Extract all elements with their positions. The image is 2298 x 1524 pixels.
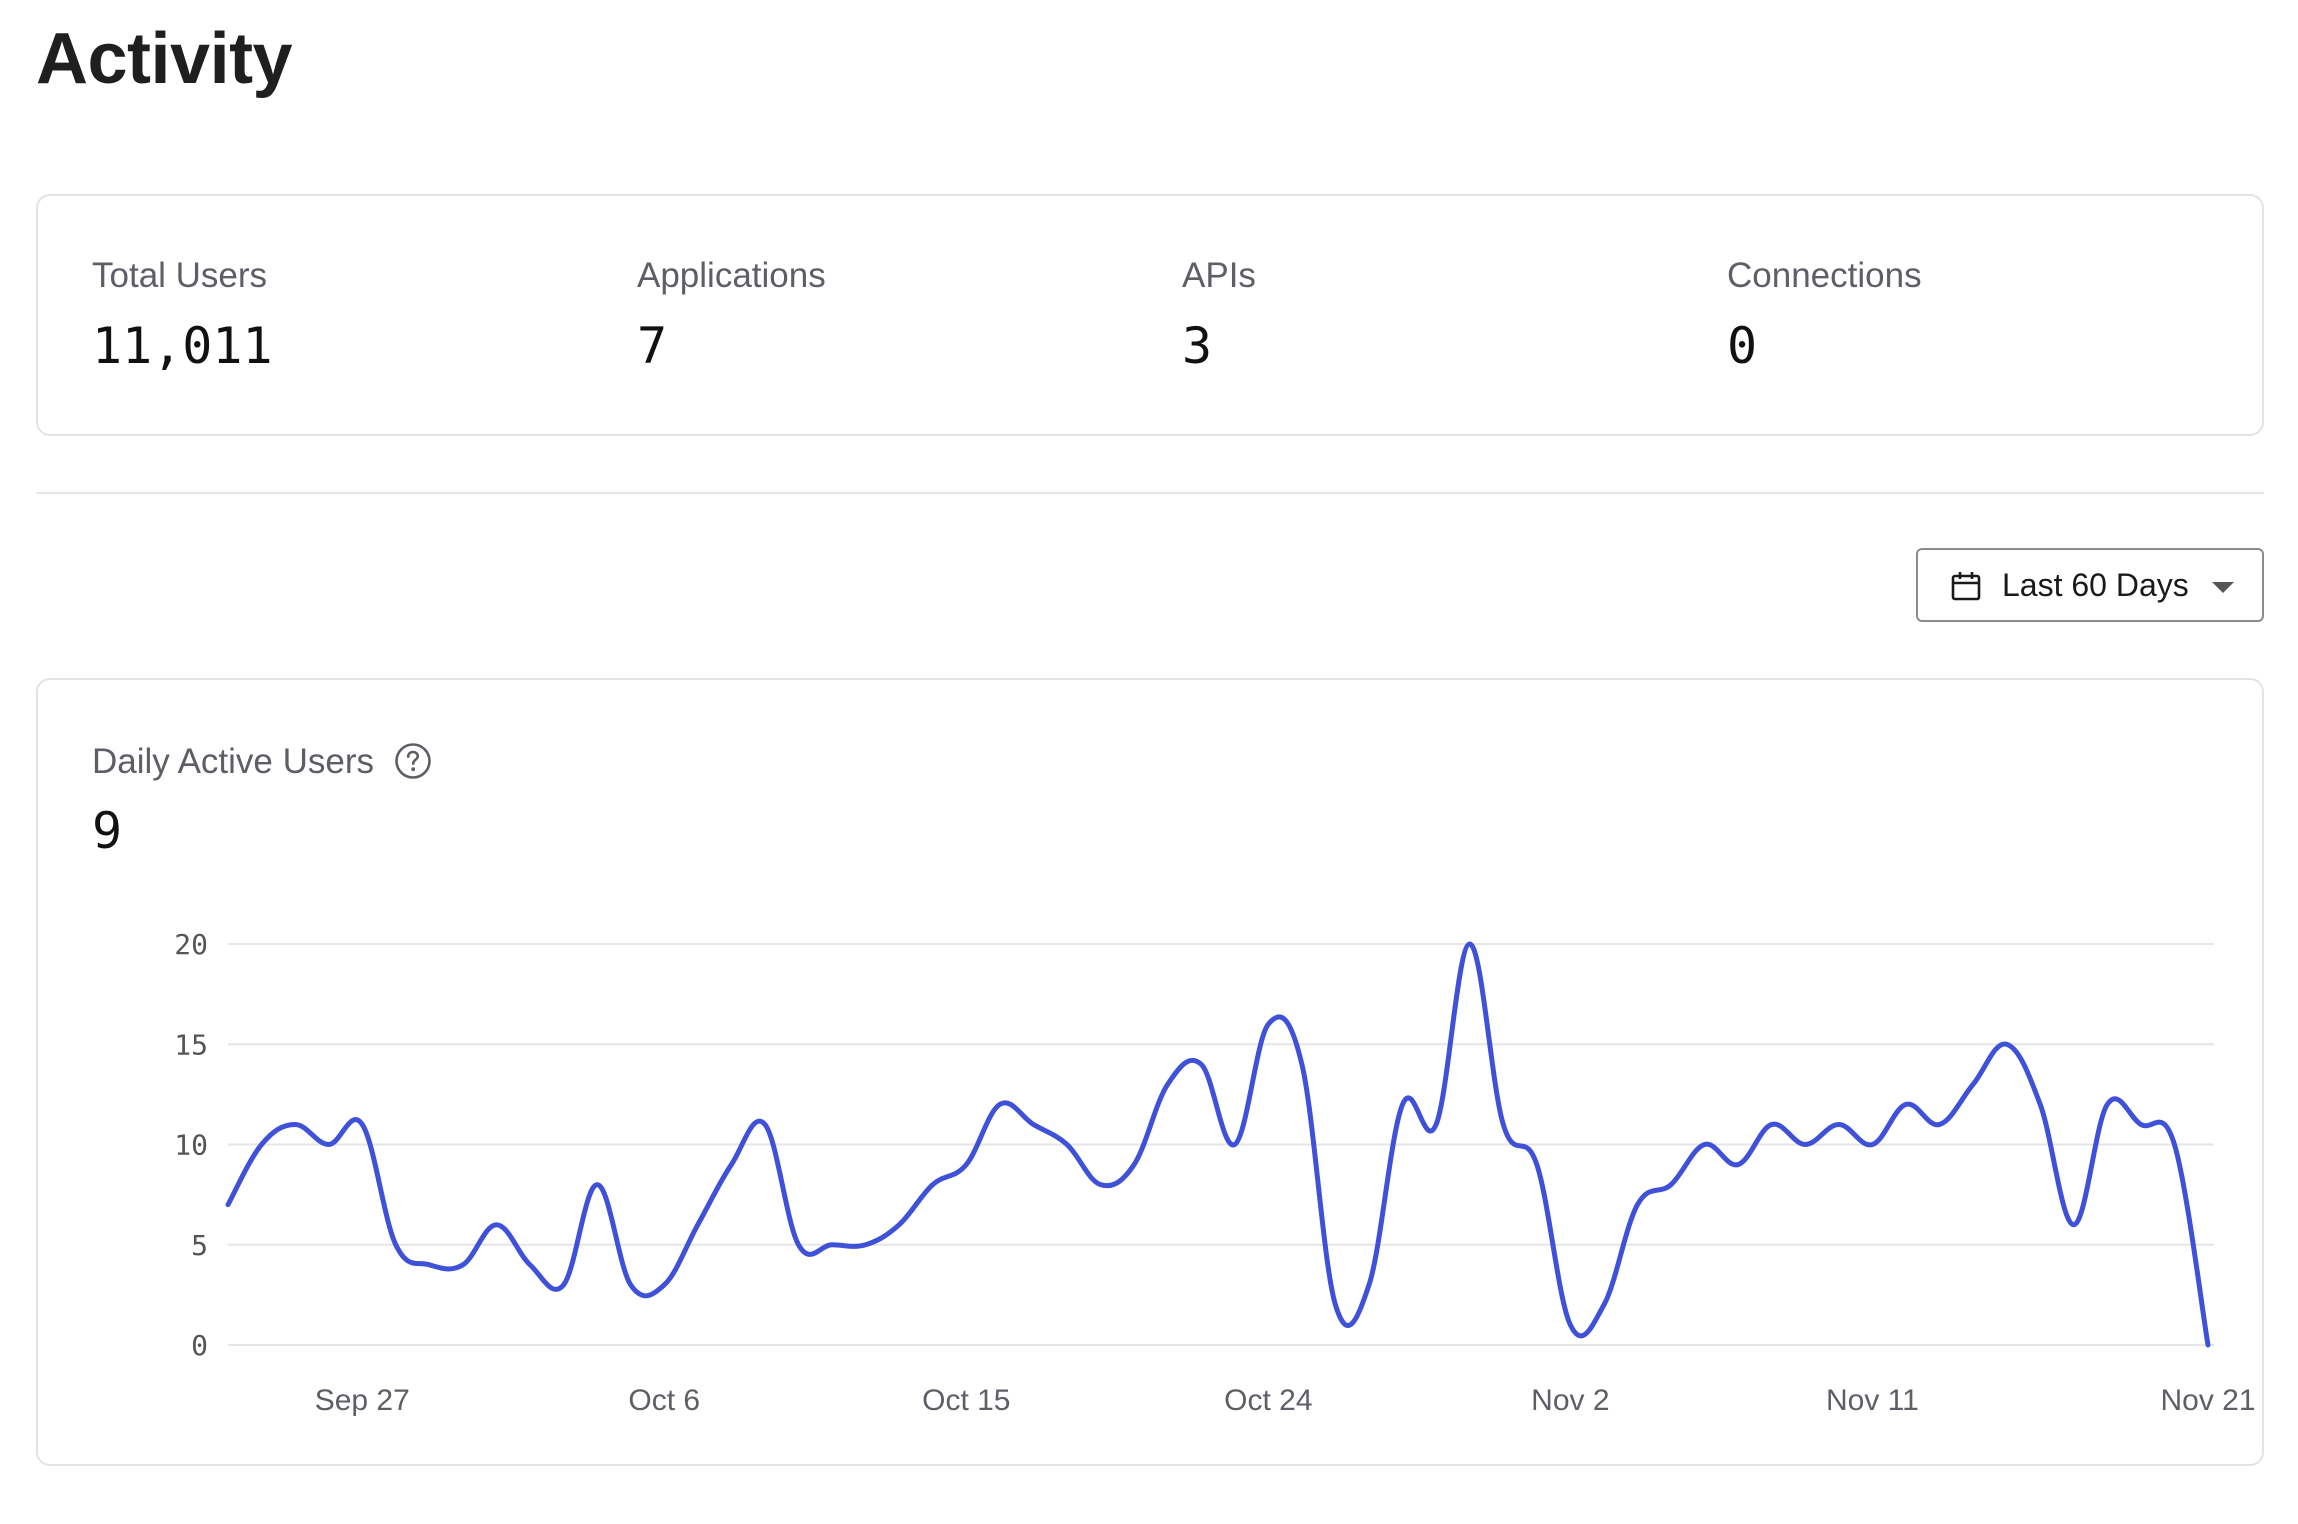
data-point[interactable] [1395, 1096, 1411, 1112]
data-point[interactable] [2133, 1116, 2149, 1132]
data-point[interactable] [958, 1157, 974, 1173]
data-point[interactable] [1999, 1036, 2015, 1052]
x-tick-label: Nov 11 [1826, 1384, 1919, 1417]
data-point[interactable] [1059, 1137, 1075, 1153]
stat-applications: Applications 7 [637, 258, 826, 371]
data-point[interactable] [2032, 1096, 2048, 1112]
x-tick-label: Oct 24 [1224, 1384, 1312, 1417]
data-point[interactable] [455, 1257, 471, 1273]
data-point[interactable] [1596, 1297, 1612, 1313]
calendar-icon [1951, 572, 1981, 601]
data-point[interactable] [556, 1277, 572, 1293]
data-point[interactable] [220, 1197, 236, 1213]
x-tick-label: Oct 15 [922, 1384, 1010, 1417]
page-title: Activity [36, 19, 293, 99]
data-point[interactable] [1797, 1137, 1813, 1153]
date-range-label: Last 60 Days [2002, 567, 2189, 603]
data-point[interactable] [1663, 1177, 1679, 1193]
data-point[interactable] [1965, 1076, 1981, 1092]
data-point[interactable] [1697, 1137, 1713, 1153]
data-point[interactable] [824, 1237, 840, 1253]
data-point[interactable] [992, 1096, 1008, 1112]
data-point[interactable] [1025, 1116, 1041, 1132]
data-point[interactable] [321, 1137, 337, 1153]
data-point[interactable] [589, 1177, 605, 1193]
data-point[interactable] [488, 1217, 504, 1233]
data-point[interactable] [1160, 1076, 1176, 1092]
data-point[interactable] [1898, 1096, 1914, 1112]
data-point[interactable] [1529, 1157, 1545, 1173]
data-point[interactable] [1193, 1056, 1209, 1072]
stat-apis: APIs 3 [1182, 258, 1256, 371]
data-point[interactable] [254, 1137, 270, 1153]
y-tick-label: 15 [174, 1028, 208, 1061]
dau-series-line [225, 941, 2211, 1348]
data-point[interactable] [421, 1257, 437, 1273]
data-point[interactable] [388, 1237, 404, 1253]
data-point[interactable] [1260, 1016, 1276, 1032]
stat-label: Total Users [92, 256, 268, 295]
caret-down-icon [2212, 582, 2234, 593]
data-point[interactable] [1730, 1157, 1746, 1173]
stat-total-users: Total Users 11,011 [92, 258, 273, 371]
stat-value: 3 [1182, 317, 1213, 375]
chart-title: Daily Active Users [92, 741, 375, 781]
data-point[interactable] [2200, 1337, 2216, 1353]
data-point[interactable] [1495, 1116, 1511, 1132]
date-range-dropdown[interactable]: Last 60 Days [1916, 548, 2264, 622]
data-point[interactable] [623, 1277, 639, 1293]
x-tick-label: Sep 27 [315, 1384, 410, 1417]
data-point[interactable] [522, 1257, 538, 1273]
x-tick-label: Nov 2 [1531, 1384, 1609, 1417]
data-point[interactable] [1227, 1137, 1243, 1153]
data-point[interactable] [858, 1237, 874, 1253]
x-tick-label: Oct 6 [628, 1384, 700, 1417]
data-point[interactable] [1562, 1317, 1578, 1333]
data-point[interactable] [791, 1237, 807, 1253]
stat-value: 0 [1727, 317, 1758, 375]
y-tick-label: 20 [174, 928, 208, 961]
data-point[interactable] [1629, 1197, 1645, 1213]
chart-header: Daily Active Users [92, 742, 432, 780]
data-point[interactable] [1294, 1056, 1310, 1072]
y-tick-label: 5 [191, 1229, 208, 1262]
data-point[interactable] [2066, 1217, 2082, 1233]
daily-active-users-card: Daily Active Users 9 20 15 10 5 0 Sep 27 Oct 6… [36, 678, 2264, 1466]
dau-line-chart: 20 15 10 5 0 Sep 27 Oct 6 Oct 15 Oct 24 Nov 2 Nov … [174, 928, 2255, 1417]
data-point[interactable] [2099, 1096, 2115, 1112]
data-point[interactable] [1764, 1116, 1780, 1132]
y-tick-label: 10 [174, 1129, 208, 1162]
section-divider [36, 492, 2264, 494]
data-point[interactable] [1932, 1116, 1948, 1132]
x-tick-label: Nov 21 [2160, 1384, 2255, 1417]
stat-label: Connections [1727, 256, 1922, 295]
data-point[interactable] [1361, 1277, 1377, 1293]
stat-connections: Connections 0 [1727, 258, 1922, 371]
stat-value: 7 [637, 317, 668, 375]
data-point[interactable] [757, 1116, 773, 1132]
data-point[interactable] [723, 1157, 739, 1173]
data-point[interactable] [354, 1116, 370, 1132]
y-tick-label: 0 [191, 1329, 208, 1362]
data-point[interactable] [656, 1277, 672, 1293]
data-point[interactable] [1462, 936, 1478, 952]
data-point[interactable] [1428, 1116, 1444, 1132]
data-point[interactable] [1327, 1297, 1343, 1313]
data-point[interactable] [1093, 1177, 1109, 1193]
stat-label: Applications [637, 256, 826, 295]
stats-card: Total Users 11,011 Applications 7 APIs 3… [36, 194, 2264, 436]
stat-label: APIs [1182, 256, 1256, 295]
help-circle-icon[interactable] [394, 742, 432, 780]
stat-value: 11,011 [92, 317, 273, 375]
dau-value: 9 [92, 802, 123, 860]
data-point[interactable] [925, 1177, 941, 1193]
data-point[interactable] [2166, 1137, 2182, 1153]
data-point[interactable] [287, 1116, 303, 1132]
data-point[interactable] [1831, 1116, 1847, 1132]
data-point[interactable] [690, 1217, 706, 1233]
data-point[interactable] [1864, 1137, 1880, 1153]
data-point[interactable] [891, 1217, 907, 1233]
data-point[interactable] [1126, 1157, 1142, 1173]
